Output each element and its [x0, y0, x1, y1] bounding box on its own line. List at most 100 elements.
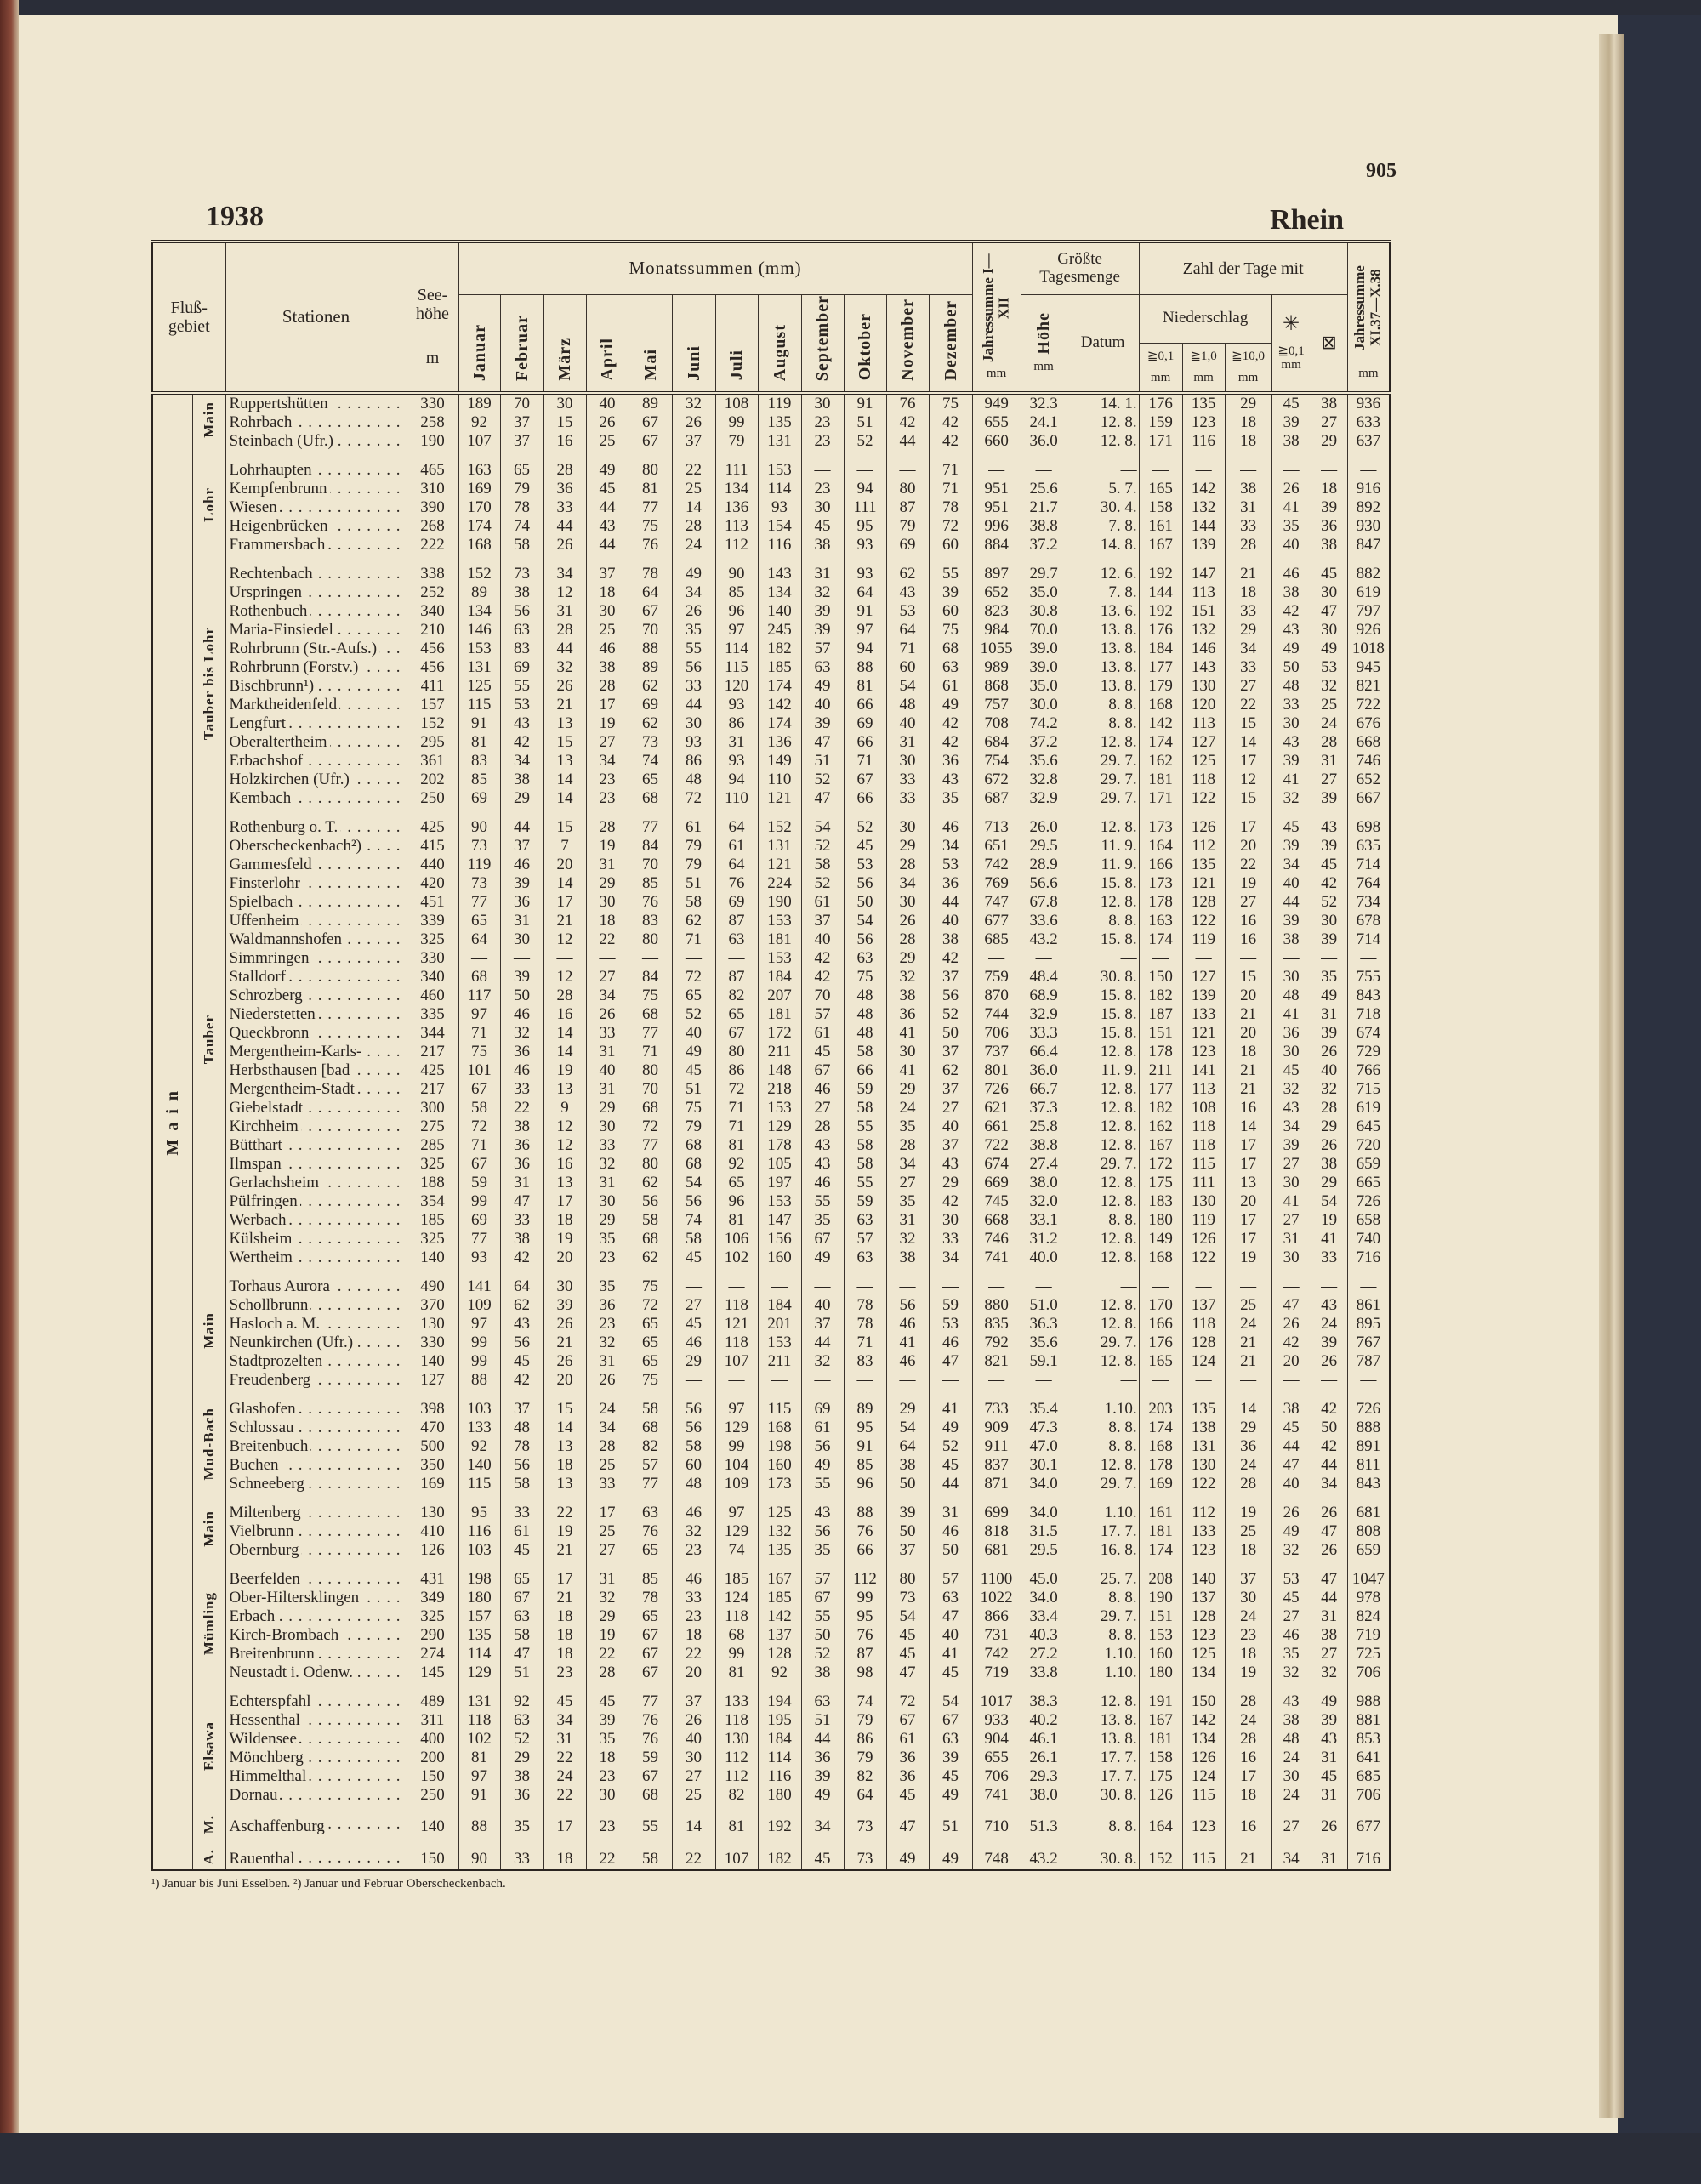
value-cell: 126	[406, 1540, 459, 1560]
value-cell: 74	[628, 751, 673, 771]
value-cell: 77	[628, 1135, 673, 1155]
value-cell: 24	[885, 1098, 930, 1118]
value-cell: 659	[1346, 1154, 1391, 1174]
value-cell: 45	[928, 1455, 973, 1475]
value-cell: 708	[971, 714, 1021, 733]
value-cell: 11. 9.	[1066, 855, 1140, 874]
value-cell: 674	[1346, 1023, 1391, 1043]
station-name: Mönchberg	[225, 1748, 407, 1767]
value-cell: 821	[1346, 676, 1391, 696]
value-cell: 45	[885, 1785, 930, 1805]
value-cell: 151	[1181, 601, 1226, 621]
value-cell: 41	[928, 1644, 973, 1664]
value-cell: 162	[1138, 1117, 1183, 1136]
value-cell: 121	[1181, 873, 1226, 893]
station-name: Schlossau	[225, 1418, 407, 1437]
station-label: Mergentheim-Karls-	[229, 1042, 365, 1061]
value-cell: 113	[1181, 714, 1226, 733]
table-row: Mud-BachGlashofen39810337152458569711569…	[152, 1399, 1391, 1493]
value-cell: 31	[585, 855, 629, 874]
threshold-label: ≧1,0	[1190, 350, 1217, 364]
table-row: MainMiltenberg13095332217634697125438839…	[152, 1503, 1391, 1560]
value-cell: 71	[628, 1042, 673, 1061]
value-cell: 33	[585, 1023, 629, 1043]
value-cell: 29	[585, 1098, 629, 1118]
value-cell: 99	[714, 412, 759, 432]
value-cell: 821	[971, 1351, 1021, 1371]
value-cell: 718	[1346, 1004, 1391, 1024]
value-cell: 192	[1138, 601, 1183, 621]
value-cell: 47	[1310, 1569, 1348, 1589]
value-cell: 245	[757, 620, 802, 640]
value-cell: 170	[1138, 1295, 1183, 1315]
value-cell: 11. 9.	[1066, 836, 1140, 856]
value-cell: 142	[757, 695, 802, 714]
value-cell: 843	[1346, 1474, 1391, 1493]
value-cell: 190	[757, 892, 802, 912]
value-cell: —	[1346, 1370, 1391, 1390]
value-cell: 38.3	[1020, 1692, 1067, 1711]
value-cell: 218	[757, 1079, 802, 1099]
sub-basin-label: A.	[200, 1848, 217, 1865]
value-cell: 55	[928, 564, 973, 583]
value-cell: 25	[1310, 695, 1348, 714]
value-cell: 63	[800, 657, 845, 677]
value-cell: 38	[800, 1663, 845, 1682]
value-cell: 99	[458, 1333, 501, 1352]
value-cell: 91	[843, 392, 887, 413]
value-cell: 182	[757, 639, 802, 658]
value-cell: 767	[1346, 1333, 1391, 1352]
value-cell: —	[585, 948, 629, 968]
value-cell: 57	[843, 1229, 887, 1248]
value-cell: 27.4	[1020, 1154, 1067, 1174]
value-cell: 106	[714, 1229, 759, 1248]
value-cell: 49	[928, 1785, 973, 1805]
value-cell: 63	[499, 1710, 544, 1730]
value-cell: 15	[543, 817, 587, 837]
value-cell: 44	[885, 431, 930, 451]
value-cell: —	[1066, 1277, 1140, 1296]
value-cell: 35	[1271, 516, 1311, 536]
value-cell: 870	[971, 986, 1021, 1005]
value-cell: 70.0	[1020, 620, 1067, 640]
value-cell: 36	[1271, 1023, 1311, 1043]
value-cell: 55	[800, 1192, 845, 1211]
value-cell: 12. 8.	[1066, 1135, 1140, 1155]
value-cell: 123	[1181, 412, 1226, 432]
value-cell: 65	[628, 1607, 673, 1626]
value-cell: 38	[1271, 1710, 1311, 1730]
value-cell: 400	[406, 1729, 459, 1749]
value-cell: 92	[458, 1436, 501, 1456]
value-cell: 31	[585, 1351, 629, 1371]
value-cell: 84	[628, 967, 673, 987]
value-cell: 76	[628, 1710, 673, 1730]
value-cell: 37	[1224, 1569, 1272, 1589]
value-cell: 15	[543, 412, 587, 432]
value-cell: 18	[1224, 1042, 1272, 1061]
value-cell: 51	[499, 1663, 544, 1682]
value-cell: 706	[971, 1766, 1021, 1786]
value-cell: 75	[928, 620, 973, 640]
header-threshold-0: ≧0,1 mm	[1138, 342, 1183, 395]
value-cell: 37	[499, 431, 544, 451]
station-label: Niederstetten	[229, 1004, 318, 1023]
value-cell: 72	[458, 1117, 501, 1136]
station-label: Himmelthal	[229, 1766, 310, 1785]
table-row: Obernburg1261034521276523741353566375068…	[152, 1540, 1391, 1560]
table-row: MainMainRuppertshütten330189703040893210…	[151, 392, 1391, 1849]
value-cell: 49	[800, 1455, 845, 1475]
value-cell: 23	[585, 1814, 629, 1839]
value-cell: 27.2	[1020, 1644, 1067, 1664]
value-cell: 45	[885, 1644, 930, 1664]
value-cell: 40	[928, 1625, 973, 1645]
value-cell: 177	[1138, 1079, 1183, 1099]
value-cell: 32.3	[1020, 392, 1067, 413]
header-month-2: März	[543, 293, 587, 395]
value-cell: 56	[671, 1399, 716, 1419]
value-cell: 72	[671, 788, 716, 808]
value-cell: 174	[458, 516, 501, 536]
value-cell: 133	[1181, 1521, 1226, 1541]
value-cell: 182	[1138, 986, 1183, 1005]
value-cell: —	[1066, 948, 1140, 968]
value-cell: 174	[757, 676, 802, 696]
